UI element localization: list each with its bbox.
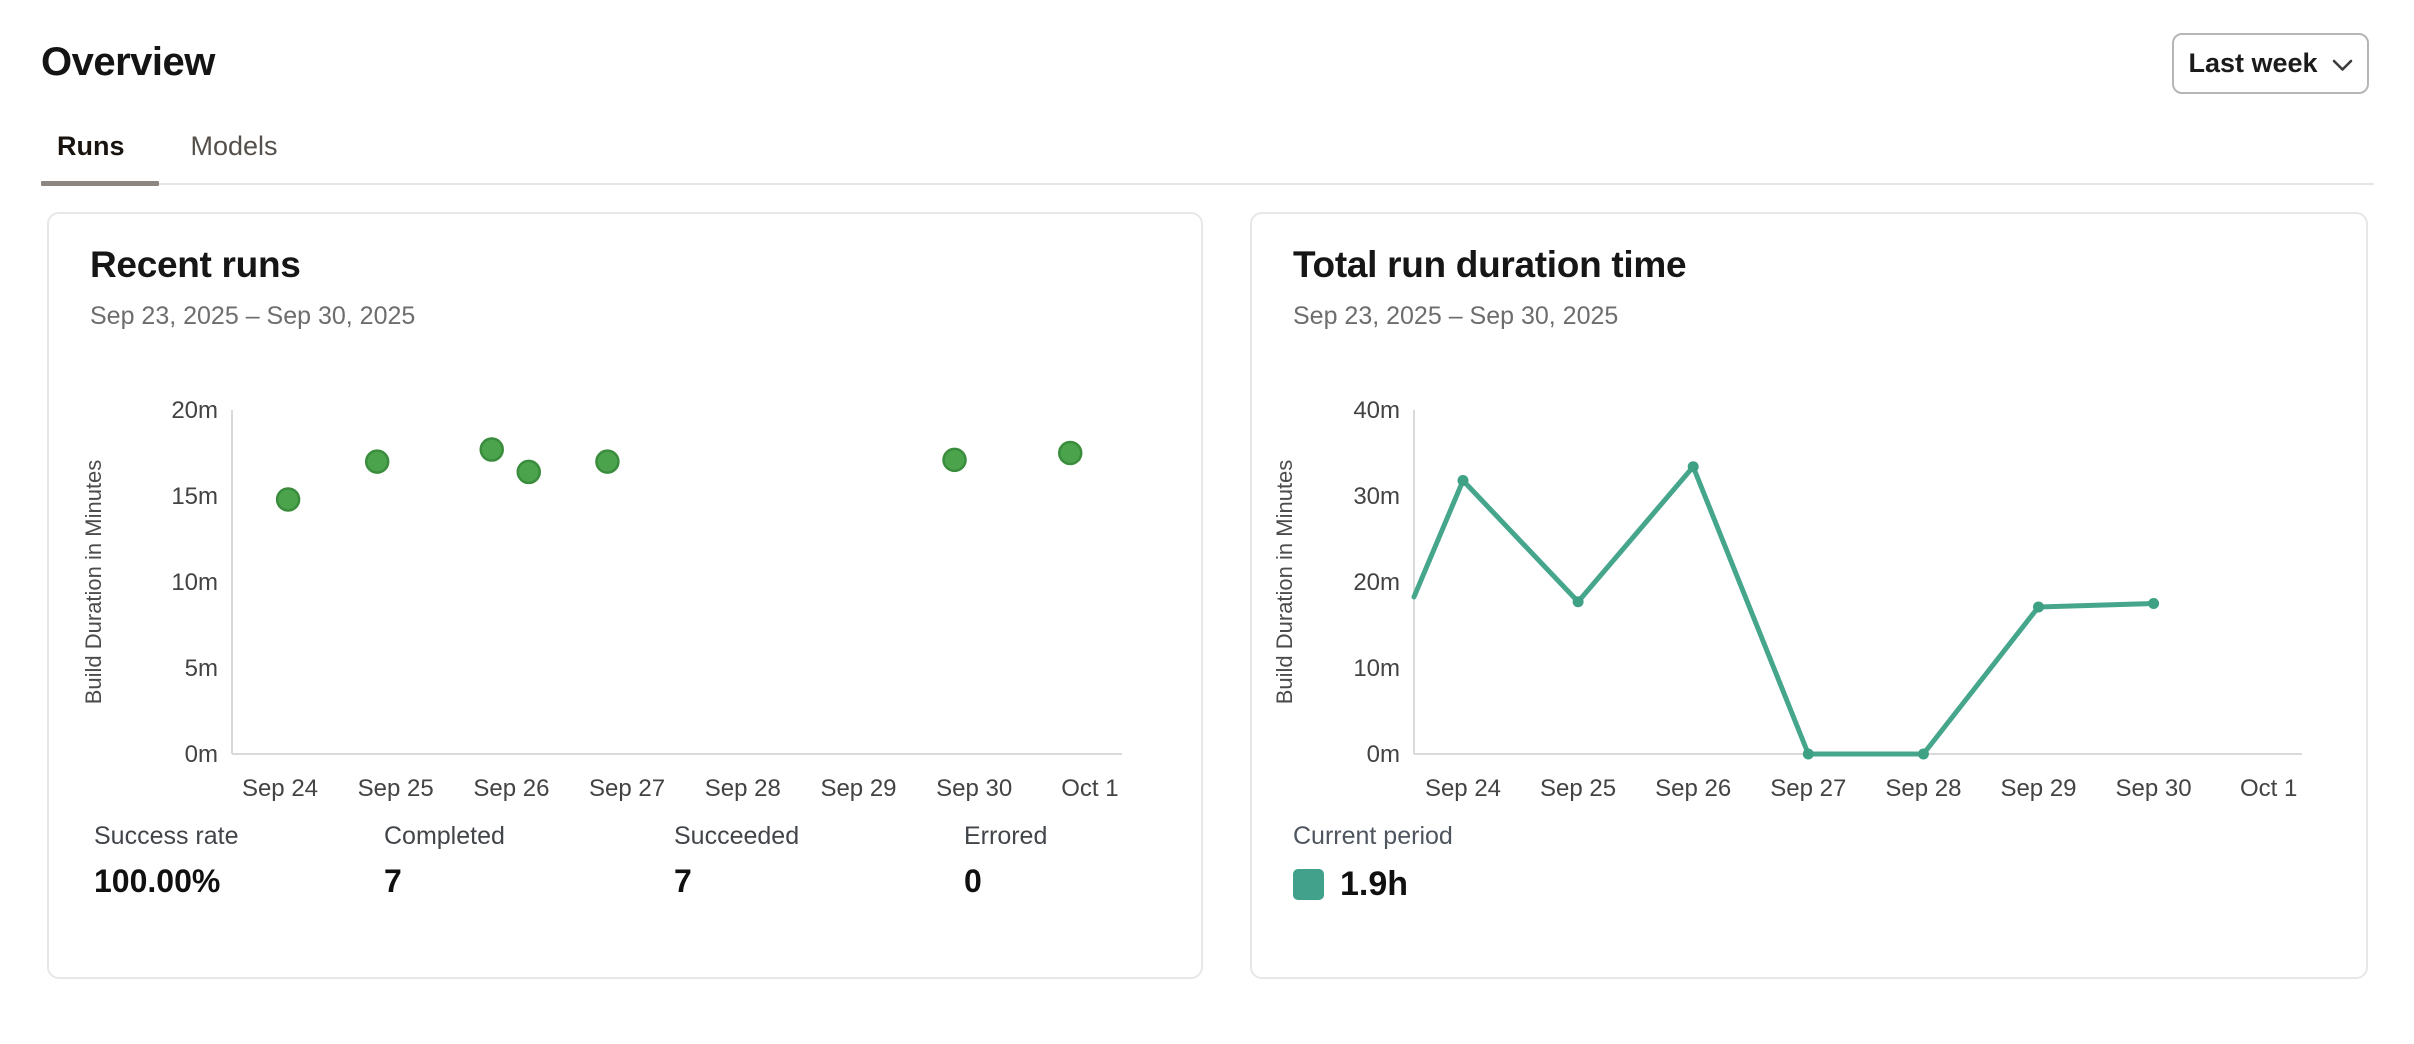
recent-runs-title: Recent runs <box>90 244 301 285</box>
stat-value: 7 <box>384 863 402 899</box>
x-tick-label: Sep 30 <box>2116 775 2192 802</box>
duration-line-marker[interactable] <box>2148 598 2160 609</box>
stat-value: 7 <box>674 863 692 899</box>
stat-label: Errored <box>964 822 1048 850</box>
run-scatter-point[interactable] <box>479 437 504 462</box>
stat-completed: Completed 7 <box>384 822 674 900</box>
stat-succeeded: Succeeded 7 <box>674 822 964 900</box>
stat-success-rate: Success rate 100.00% <box>94 822 384 900</box>
y-axis-title: Build Duration in Minutes <box>81 460 106 705</box>
y-tick-label: 20m <box>1353 569 1400 596</box>
stat-label: Succeeded <box>674 822 800 850</box>
duration-line <box>1411 464 2157 757</box>
tab-models[interactable]: Models <box>190 131 278 161</box>
legend-color-swatch <box>1293 869 1324 900</box>
y-tick-label: 5m <box>185 655 218 682</box>
duration-line-marker[interactable] <box>2033 601 2044 613</box>
y-tick-label: 10m <box>1353 655 1400 682</box>
total-run-duration-card: Total run duration time Sep 23, 2025 – S… <box>1250 212 2368 979</box>
page-title: Overview <box>41 40 215 84</box>
stat-value: 0 <box>964 863 982 899</box>
legend-value: 1.9h <box>1340 865 1409 903</box>
x-tick-label: Sep 29 <box>820 775 896 802</box>
legend-label: Current period <box>1293 822 1453 850</box>
stat-value: 100.00% <box>94 863 221 899</box>
run-scatter-point[interactable] <box>595 449 620 474</box>
x-tick-label: Sep 25 <box>1540 775 1616 802</box>
duration-line-marker[interactable] <box>1917 748 1929 760</box>
run-scatter-point[interactable] <box>516 459 542 485</box>
x-tick-label: Oct 1 <box>1061 775 1118 802</box>
chart-legend: Current period 1.9h <box>1293 822 1453 904</box>
recent-runs-scatter-chart[interactable]: 0m 5m 10m 15m 20m Sep 24 Sep 25 Sep 26 Sep 27 Sep… <box>49 392 1205 837</box>
y-tick-label: 20m <box>171 397 218 424</box>
x-tick-label: Sep 24 <box>242 775 318 802</box>
run-scatter-point[interactable] <box>942 447 967 473</box>
x-tick-label: Sep 30 <box>936 775 1012 802</box>
stat-label: Completed <box>384 822 505 850</box>
recent-runs-date-range: Sep 23, 2025 – Sep 30, 2025 <box>90 302 416 330</box>
x-tick-label: Sep 26 <box>473 775 549 802</box>
run-stats-row: Success rate 100.00% Completed 7 Succeed… <box>49 822 1201 900</box>
x-tick-label: Sep 29 <box>2000 775 2076 802</box>
y-axis-title: Build Duration in Minutes <box>1272 460 1297 705</box>
y-tick-label: 0m <box>185 741 218 768</box>
x-tick-label: Sep 28 <box>705 775 781 802</box>
run-scatter-point[interactable] <box>275 487 301 512</box>
period-select-button[interactable]: Last week <box>2172 33 2369 94</box>
tab-runs[interactable]: Runs <box>41 131 159 186</box>
y-tick-label: 30m <box>1353 483 1400 510</box>
x-tick-label: Oct 1 <box>2240 775 2297 802</box>
run-scatter-point[interactable] <box>1057 440 1083 466</box>
duration-line-marker[interactable] <box>1457 475 1469 487</box>
total-run-duration-title: Total run duration time <box>1293 244 1687 285</box>
total-run-duration-date-range: Sep 23, 2025 – Sep 30, 2025 <box>1293 302 1619 330</box>
duration-line-marker[interactable] <box>1802 748 1814 760</box>
stat-label: Success rate <box>94 822 239 850</box>
total-run-duration-line-chart[interactable]: 0m 10m 20m 30m 40m Sep 24 Sep 25 Sep 26 Sep 27 Se… <box>1252 392 2370 837</box>
x-tick-label: Sep 24 <box>1425 775 1501 802</box>
x-tick-label: Sep 27 <box>1770 775 1846 802</box>
run-scatter-point[interactable] <box>364 449 390 474</box>
y-tick-label: 15m <box>171 483 218 510</box>
tabs-bar: Runs Models <box>41 131 2374 186</box>
x-tick-label: Sep 28 <box>1885 775 1961 802</box>
duration-line-marker[interactable] <box>1572 596 1584 608</box>
y-tick-label: 10m <box>171 569 218 596</box>
x-tick-label: Sep 26 <box>1655 775 1731 802</box>
stat-errored: Errored 0 <box>964 822 1254 900</box>
recent-runs-card: Recent runs Sep 23, 2025 – Sep 30, 2025 … <box>47 212 1203 979</box>
x-tick-label: Sep 27 <box>589 775 665 802</box>
period-select-value: Last week <box>2188 48 2318 78</box>
chevron-down-icon <box>2332 59 2352 71</box>
duration-line-marker[interactable] <box>1687 461 1699 473</box>
y-tick-label: 0m <box>1367 741 1400 768</box>
y-tick-label: 40m <box>1353 397 1400 424</box>
x-tick-label: Sep 25 <box>358 775 434 802</box>
